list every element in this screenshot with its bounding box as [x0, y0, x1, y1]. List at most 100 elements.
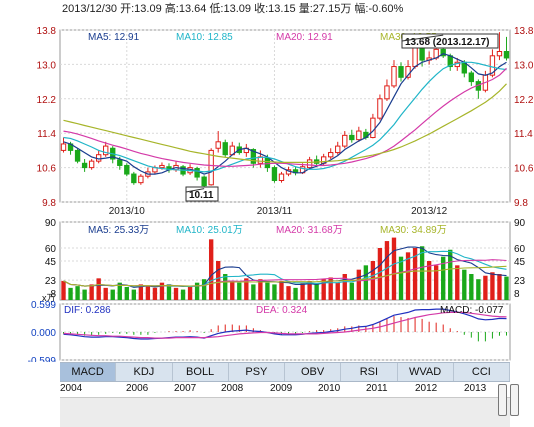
tab-obv[interactable]: OBV [285, 363, 342, 381]
candle-body [194, 167, 200, 178]
high-annotation-leader [401, 34, 444, 42]
ma-line-ma20 [63, 67, 507, 167]
volume-bar [159, 282, 165, 300]
volume-ma-line [63, 265, 507, 287]
volume-bar [145, 286, 151, 300]
candle-body [138, 175, 144, 184]
volume-bar [490, 272, 495, 300]
price-tick-label-right: 12.2 [514, 95, 534, 106]
price-legend-item: MA20: 12.91 [276, 32, 333, 43]
price-tick-label-left: 9.8 [42, 198, 56, 209]
tab-psy[interactable]: PSY [229, 363, 285, 381]
candle-body [131, 173, 137, 184]
volume-bar [370, 261, 376, 300]
volume-bar [433, 265, 439, 300]
volume-tick-label-right: 23 [514, 276, 526, 287]
volume-bar [96, 278, 101, 300]
candle-body [306, 159, 313, 169]
volume-bar [103, 287, 108, 300]
low-annotation-leader [185, 188, 205, 193]
volume-legend-item: MA5: 25.33万 [88, 225, 149, 236]
candle-body [398, 66, 404, 78]
volume-bar [61, 280, 66, 300]
macd-legend-dea: DEA: 0.324 [256, 305, 308, 316]
tab-rsi[interactable]: RSI [341, 363, 398, 381]
volume-bar [412, 248, 418, 300]
candle-body [278, 173, 285, 182]
candle-body [124, 164, 130, 175]
range-navigator[interactable] [60, 397, 510, 427]
price-tick-label-right: 9.8 [514, 198, 528, 209]
candle-body [419, 47, 425, 61]
candle-body [440, 48, 446, 57]
candle-body [81, 162, 88, 169]
quote-volume: 量:27.15万 [298, 3, 352, 15]
volume-bar [504, 276, 509, 300]
tab-boll[interactable]: BOLL [173, 363, 229, 381]
candle-body [496, 51, 503, 57]
volume-bar [349, 282, 354, 300]
volume-bar [328, 277, 333, 300]
volume-bar [173, 287, 179, 300]
range-handle-right[interactable] [510, 384, 519, 416]
candle-body [271, 167, 278, 182]
price-tick-label-right: 13.0 [514, 60, 534, 71]
indicator-tabbar: MACD KDJ BOLL PSY OBV RSI WVAD CCI [60, 362, 510, 382]
year-label: 2011 [366, 383, 388, 394]
volume-bar [448, 249, 453, 300]
tab-cci[interactable]: CCI [454, 363, 510, 381]
candle-body [264, 157, 271, 169]
price-legend-item: MA5: 12.91 [88, 32, 140, 43]
ma-line-ma5 [63, 53, 507, 175]
volume-bar [469, 274, 474, 300]
candle-body [335, 145, 341, 154]
year-label: 2009 [270, 383, 293, 394]
tab-macd[interactable]: MACD [60, 363, 117, 381]
volume-tick-label-left: 23 [45, 276, 57, 287]
quote-low: 低:13.09 [209, 3, 252, 15]
month-tick-label: 2013/10 [109, 206, 146, 217]
candle-body [391, 66, 397, 87]
price-tick-label-left: 13.0 [37, 60, 57, 71]
candle-body [356, 130, 362, 141]
price-tick-label-left: 12.2 [37, 95, 57, 106]
volume-bar [68, 287, 73, 300]
tab-kdj[interactable]: KDJ [116, 363, 173, 381]
candle-body [489, 55, 496, 76]
volume-tick-label-right: 8 [514, 289, 520, 300]
volume-bar [244, 278, 249, 300]
volume-bar [293, 287, 298, 300]
candle-body [377, 98, 383, 119]
volume-bar [405, 252, 411, 300]
macd-legend-dif: DIF: 0.286 [64, 305, 111, 316]
tab-wvad[interactable]: WVAD [398, 363, 454, 381]
quote-open: 开:13.09 [120, 3, 162, 15]
volume-legend-item: MA20: 31.68万 [276, 225, 343, 236]
quote-date: 2013/12/30 [62, 3, 118, 15]
volume-bar [180, 289, 186, 300]
volume-bar [441, 256, 446, 300]
volume-bar [194, 282, 200, 300]
volume-bar [110, 289, 115, 300]
volume-bar [335, 282, 340, 300]
price-tick-label-right: 10.6 [514, 164, 534, 175]
volume-bar [82, 289, 87, 300]
volume-bar [187, 286, 193, 300]
month-tick-label: 2013/12 [411, 206, 448, 217]
macd-tick-label-left: -0.599 [28, 356, 57, 362]
volume-tick-label-left: 90 [45, 218, 57, 229]
candle-body [74, 149, 81, 162]
year-label: 2004 [60, 383, 83, 394]
volume-bar [117, 282, 122, 300]
year-label: 2010 [318, 383, 341, 394]
candle-body [412, 46, 418, 68]
volume-bar [230, 280, 235, 300]
volume-bar [363, 265, 369, 300]
high-annotation: 13.68 (2013.12.17) [405, 37, 490, 48]
candle-body [250, 149, 257, 164]
volume-bar [216, 261, 221, 300]
range-handle-left[interactable] [498, 384, 507, 416]
volume-bar [286, 286, 291, 300]
candle-body [349, 134, 355, 141]
